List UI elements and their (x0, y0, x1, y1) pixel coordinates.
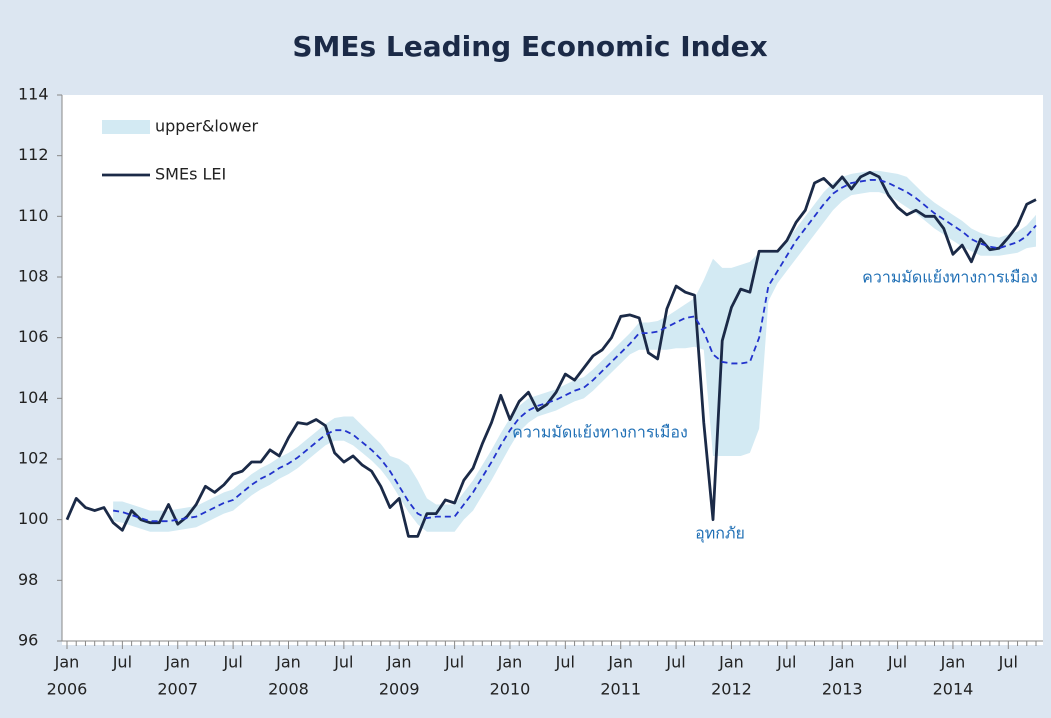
x-tick-label: Jan (275, 653, 301, 672)
x-year-label: 2014 (933, 680, 974, 699)
x-year-label: 2006 (47, 680, 88, 699)
x-tick-label: Jul (998, 653, 1018, 672)
legend-label: SMEs LEI (155, 165, 226, 184)
x-year-label: 2009 (379, 680, 420, 699)
y-tick-label: 102 (18, 449, 49, 468)
x-year-label: 2013 (822, 680, 863, 699)
x-tick-label: Jan (718, 653, 744, 672)
x-year-label: 2007 (157, 680, 198, 699)
y-tick-label: 106 (18, 327, 49, 346)
legend-swatch (102, 120, 150, 134)
y-tick-label: 98 (18, 570, 38, 589)
y-tick-label: 108 (18, 267, 49, 286)
x-year-label: 2012 (711, 680, 752, 699)
chart-title: SMEs Leading Economic Index (292, 30, 767, 63)
y-tick-label: 112 (18, 145, 49, 164)
y-tick-label: 104 (18, 388, 49, 407)
x-tick-label: Jul (444, 653, 464, 672)
x-tick-label: Jan (607, 653, 633, 672)
x-tick-label: Jul (333, 653, 353, 672)
x-year-label: 2011 (600, 680, 641, 699)
x-tick-label: Jul (887, 653, 907, 672)
x-tick-label: Jan (386, 653, 412, 672)
x-tick-label: Jan (940, 653, 966, 672)
x-tick-label: Jul (776, 653, 796, 672)
x-tick-label: Jul (112, 653, 132, 672)
series-line (65, 170, 1037, 538)
trend-line (112, 179, 1037, 523)
annotation: ความมัดแย้งทางการเมือง (512, 423, 688, 442)
y-tick-label: 114 (18, 85, 49, 104)
x-tick-label: Jul (555, 653, 575, 672)
x-tick-label: Jan (54, 653, 80, 672)
x-year-label: 2010 (490, 680, 531, 699)
y-tick-label: 96 (18, 631, 38, 650)
x-year-label: 2008 (268, 680, 309, 699)
annotation: อุทกภัย (695, 524, 745, 544)
y-tick-label: 110 (18, 206, 49, 225)
x-tick-label: Jan (829, 653, 855, 672)
legend-label: upper&lower (155, 117, 259, 136)
x-tick-label: Jul (665, 653, 685, 672)
annotation: ความมัดแย้งทางการเมือง (862, 268, 1038, 287)
x-tick-label: Jan (164, 653, 190, 672)
x-tick-label: Jan (497, 653, 523, 672)
y-tick-label: 100 (18, 509, 49, 528)
x-tick-label: Jul (222, 653, 242, 672)
